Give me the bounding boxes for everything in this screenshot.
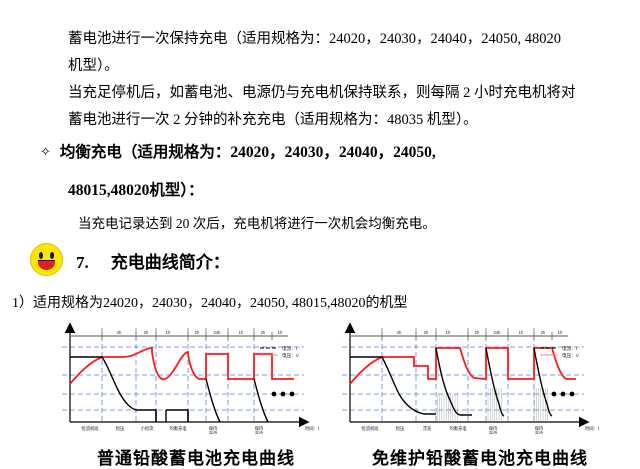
series-voltage [349, 347, 576, 385]
stage-labels: 恒流初段 恒压 小恒流 均衡充电 保持 充电 保持 充电 时间：t [81, 425, 319, 434]
time-ruler-ticks [381, 332, 553, 340]
paragraph-line: 蓄电池进行一次保持充电（适用规格为：24020，24030，24040，2405… [68, 31, 561, 47]
paragraph-line: 机型）。 [68, 58, 119, 74]
section-title: 充电曲线简介： [110, 253, 230, 272]
stage-label: 均衡充电 [169, 425, 187, 432]
time-tick-label: 2h [424, 330, 429, 335]
stage-label: 恒流初段 [81, 425, 99, 432]
chart-maintenance-free-svg: 4h 2h 1h 2h 24h 1h 2h 1h [342, 322, 600, 434]
chart-maintenance-free: 4h 2h 1h 2h 24h 1h 2h 1h [336, 322, 616, 434]
series-current [350, 347, 553, 417]
stage-label: 恒流初段 [361, 425, 379, 432]
time-ruler-ticks [101, 332, 273, 340]
time-tick-labels: 4h 2h 1h 2h 24h 1h 2h 1h [397, 330, 563, 335]
section-heading: 7. 充电曲线简介： [76, 248, 230, 273]
stage-label-maintenance-2: 保持 [535, 425, 544, 432]
stage-label: 恒压 [116, 425, 125, 432]
chart-legend: 电流：I 电压：V [540, 345, 580, 359]
x-axis-label: 时间：t [305, 425, 320, 432]
paragraph-line: 当充足停机后，如蓄电池、电源仍与充电机保持联系，则每隔 2 小时充电机将对 [68, 85, 576, 101]
chart-caption-ordinary: 普通铅酸蓄电池充电曲线 [97, 449, 295, 468]
time-tick-label: 2h [475, 330, 480, 335]
bullet-heading-continuation: 48015,48020机型）： [68, 182, 204, 199]
smiley-eye-left [39, 252, 43, 259]
time-tick-label: 24h [494, 330, 502, 335]
list-item: 1）适用规格为24020，24030，24040，24050, 48015,48… [12, 296, 408, 311]
x-axis-label: 时间：t [585, 425, 600, 432]
series-voltage [69, 347, 294, 385]
paragraph-line: 蓄电池进行一次 2 分钟的补充充电（适用规格为：48035 机型）。 [68, 112, 478, 128]
time-tick-label: 2h [541, 330, 546, 335]
chart-ordinary: 4h 2h 1h 2h 24h 1h 2h 1h [56, 322, 336, 434]
stage-label-maintenance-1b: 充电 [489, 430, 498, 434]
stage-label-maintenance-2: 保持 [255, 425, 264, 432]
ellipsis-marker [551, 391, 575, 397]
chart-caption-maintenance-free: 免维护铅酸蓄电池充电曲线 [372, 449, 588, 468]
chart-legend: 电流：I 电压：V [260, 345, 300, 359]
smiley-mouth [38, 260, 55, 270]
ripple-bands [436, 388, 549, 422]
legend-label-voltage: 电压：V [562, 352, 580, 359]
stage-label-maintenance-2b: 充电 [535, 430, 544, 434]
smiley-face-icon [30, 243, 63, 276]
time-tick-labels: 4h 2h 1h 2h 24h 1h 2h 1h [117, 330, 283, 335]
time-tick-label: 1h [239, 330, 244, 335]
stage-label: 恒压 [396, 425, 405, 432]
stage-label: 浮充 [423, 425, 432, 432]
stage-label-maintenance-1: 保持 [489, 425, 498, 432]
stage-label-maintenance-1b: 充电 [209, 430, 218, 434]
smiley-eye-right [50, 252, 54, 259]
legend-label-current: 电流：I [282, 345, 297, 352]
series-current [70, 356, 269, 423]
stage-label: 小恒流 [141, 425, 155, 432]
chart-ordinary-svg: 4h 2h 1h 2h 24h 1h 2h 1h [62, 322, 320, 434]
series-current-segments [155, 410, 189, 422]
time-tick-label: 4h [117, 330, 122, 335]
stage-label: 均衡充电 [449, 425, 467, 432]
stage-labels: 恒流初段 恒压 浮充 均衡充电 保持 充电 保持 充电 时间：t [361, 425, 599, 434]
legend-label-current: 电流：I [562, 345, 577, 352]
stage-label-maintenance-1: 保持 [209, 425, 218, 432]
time-tick-label: 2h [195, 330, 200, 335]
ellipsis-marker [271, 391, 295, 397]
time-tick-label: 1h [519, 330, 524, 335]
time-tick-label: 1h [278, 330, 283, 335]
diamond-bullet-icon: ✧ [40, 144, 51, 159]
bullet-heading: ✧ 均衡充电（适用规格为：24020，24030，24040，24050, [40, 140, 436, 162]
time-tick-label: 2h [144, 330, 149, 335]
time-tick-label: 1h [558, 330, 563, 335]
time-tick-label: 24h [214, 330, 222, 335]
legend-label-voltage: 电压：V [282, 352, 300, 359]
time-tick-label: 1h [166, 330, 171, 335]
time-tick-label: 1h [446, 330, 451, 335]
stage-label-maintenance-2b: 充电 [255, 430, 264, 434]
time-tick-label: 4h [397, 330, 402, 335]
time-tick-label: 2h [261, 330, 266, 335]
bullet-heading-text: 均衡充电（适用规格为：24020，24030，24040，24050, [59, 144, 436, 161]
bullet-note: 当充电记录达到 20 次后，充电机将进行一次机会均衡充电。 [78, 216, 436, 231]
section-number: 7. [76, 253, 89, 272]
